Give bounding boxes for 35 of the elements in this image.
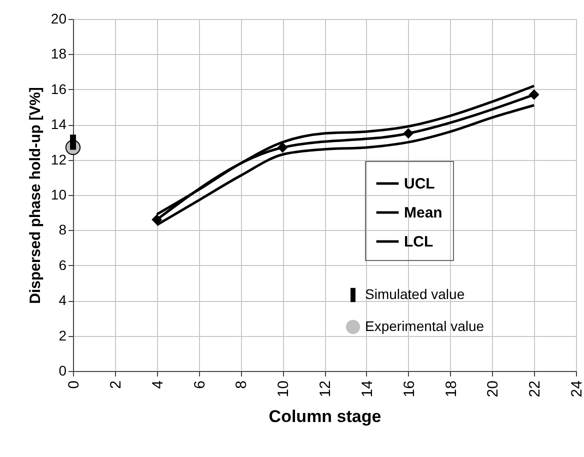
x-tick-label: 14 bbox=[358, 380, 376, 398]
legend-label: UCL bbox=[404, 176, 435, 192]
point bbox=[528, 89, 540, 100]
y-tick-label: 14 bbox=[50, 116, 67, 132]
x-tick-label: 22 bbox=[526, 380, 544, 398]
x-tick-label: 16 bbox=[400, 380, 418, 398]
x-tick-label: 2 bbox=[107, 380, 124, 389]
y-tick-label: 20 bbox=[50, 10, 67, 26]
y-axis-title: Dispersed phase hold-up [V%] bbox=[26, 87, 44, 304]
legend-label: Simulated value bbox=[365, 286, 465, 302]
x-tick-label: 6 bbox=[191, 380, 208, 389]
y-tick-label: 12 bbox=[50, 151, 67, 168]
x-tick-label: 12 bbox=[317, 380, 334, 398]
y-tick-label: 0 bbox=[58, 362, 67, 378]
point bbox=[277, 142, 288, 153]
x-axis-title: Column stage bbox=[268, 407, 382, 426]
x-tick-label: 8 bbox=[233, 380, 250, 389]
x-tick-label: 10 bbox=[275, 380, 292, 398]
y-tick-label: 16 bbox=[50, 80, 67, 97]
y-tick-label: 6 bbox=[58, 256, 67, 273]
point bbox=[152, 214, 162, 225]
legend-label: Mean bbox=[404, 204, 442, 222]
y-tick-label: 2 bbox=[58, 327, 67, 344]
y-tick-label: 18 bbox=[50, 46, 67, 62]
legend-label: Experimental value bbox=[365, 318, 484, 334]
x-tick-label: 20 bbox=[484, 380, 502, 398]
y-tick-label: 8 bbox=[58, 222, 67, 238]
x-tick-label: 18 bbox=[442, 380, 460, 398]
x-tick-label: 4 bbox=[149, 380, 166, 389]
y-tick-label: 10 bbox=[50, 186, 67, 202]
y-tick-label: 4 bbox=[58, 292, 67, 308]
legend-label: LCL bbox=[404, 234, 434, 250]
point bbox=[403, 128, 414, 139]
x-tick-label: 24 bbox=[568, 380, 584, 398]
x-tick-label: 0 bbox=[66, 380, 82, 389]
